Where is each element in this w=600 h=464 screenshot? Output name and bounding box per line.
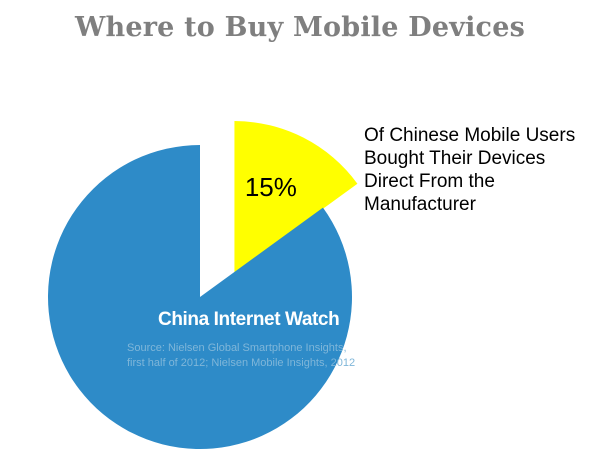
pie-slice-label-1: 15% <box>245 172 297 202</box>
watermark-text: China Internet Watch <box>158 309 340 330</box>
pie-slice-1 <box>234 121 358 274</box>
pie-slice-2 <box>47 145 352 449</box>
slice-annotation: Of Chinese Mobile Users Bought Their Dev… <box>364 124 596 216</box>
annotation-line-3: Direct From the <box>364 171 495 192</box>
source-note: Source: Nielsen Global Smartphone Insigh… <box>127 341 355 371</box>
source-line-1: Source: Nielsen Global Smartphone Insigh… <box>127 342 347 354</box>
source-line-2: first half of 2012; Nielsen Mobile Insig… <box>127 357 356 369</box>
annotation-line-1: Of Chinese Mobile Users <box>364 125 576 146</box>
annotation-line-4: Manufacturer <box>364 194 476 215</box>
annotation-line-2: Bought Their Devices <box>364 148 546 169</box>
chart-title: Where to Buy Mobile Devices <box>75 12 525 43</box>
